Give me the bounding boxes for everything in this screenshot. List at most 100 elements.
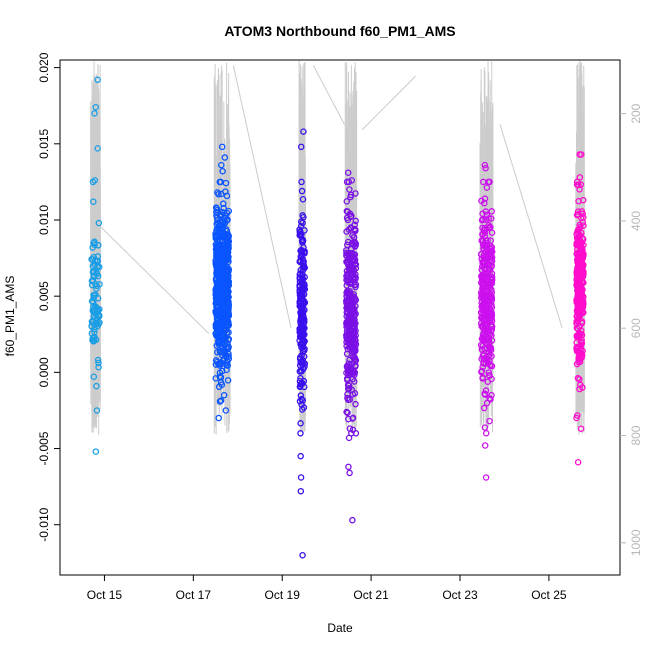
data-point — [352, 430, 360, 437]
data-point — [297, 143, 305, 151]
data-point — [94, 262, 102, 270]
altitude-connector — [98, 224, 210, 334]
altitude-connector — [499, 124, 563, 329]
data-point — [215, 360, 222, 368]
data-point — [345, 463, 352, 471]
data-point — [220, 309, 227, 316]
data-point — [485, 282, 492, 290]
data-point — [300, 404, 308, 411]
altitude-connector — [361, 75, 416, 131]
data-point — [220, 391, 228, 399]
data-point — [297, 303, 304, 311]
data-point — [215, 319, 223, 326]
data-point — [351, 225, 358, 233]
data-point — [216, 362, 224, 369]
data-point — [573, 414, 580, 422]
data-point — [343, 252, 350, 260]
data-point — [298, 380, 305, 388]
data-point — [482, 244, 490, 252]
data-point — [348, 177, 356, 184]
data-point — [225, 207, 232, 215]
data-point — [482, 387, 490, 394]
data-point — [478, 251, 485, 258]
chart-title: ATOM3 Northbound f60_PM1_AMS — [224, 23, 455, 39]
data-point — [349, 415, 356, 422]
data-point — [222, 407, 230, 414]
data-point — [574, 228, 581, 236]
data-point — [488, 229, 496, 237]
data-point — [301, 248, 309, 255]
data-point — [480, 352, 488, 359]
data-point — [92, 281, 99, 288]
data-point — [578, 151, 585, 158]
data-point — [479, 224, 486, 232]
data-point — [301, 345, 308, 353]
data-point — [480, 404, 488, 412]
data-point — [574, 374, 582, 382]
data-point — [89, 298, 97, 306]
data-point — [296, 274, 303, 282]
data-point — [479, 285, 486, 292]
data-point — [577, 342, 585, 350]
data-point — [344, 363, 352, 371]
data-point — [223, 266, 230, 274]
data-point — [96, 263, 103, 271]
data-point — [351, 316, 358, 324]
data-point — [348, 264, 356, 271]
data-point — [213, 272, 220, 279]
data-point — [344, 391, 351, 398]
data-point — [479, 323, 487, 330]
data-point — [92, 448, 100, 455]
data-point — [573, 178, 581, 186]
data-point — [94, 76, 101, 84]
data-point — [352, 261, 360, 268]
data-point — [222, 317, 229, 325]
data-point — [88, 297, 96, 305]
data-point — [212, 233, 220, 241]
data-point — [480, 273, 487, 281]
data-point — [301, 298, 308, 306]
data-point — [221, 154, 229, 161]
data-point — [481, 345, 488, 352]
y-tick-label: -0.010 — [37, 507, 51, 541]
x-tick-label: Oct 15 — [87, 588, 123, 602]
data-point — [297, 330, 305, 337]
data-point — [213, 208, 220, 216]
data-point — [90, 373, 98, 381]
data-point — [577, 263, 585, 271]
data-point — [220, 302, 228, 309]
data-point — [487, 396, 494, 403]
data-point — [214, 242, 221, 249]
data-point — [214, 189, 221, 196]
data-point — [220, 200, 227, 207]
data-point — [297, 474, 305, 481]
data-point — [349, 516, 356, 524]
data-point — [348, 245, 355, 253]
data-point — [345, 360, 353, 367]
x-tick-label: Oct 21 — [353, 588, 389, 602]
data-point — [297, 452, 304, 460]
series-4 — [343, 169, 360, 524]
altitude-connector — [232, 65, 292, 329]
data-point — [352, 190, 359, 197]
data-point — [298, 237, 306, 245]
data-point — [481, 232, 488, 240]
data-point — [478, 291, 485, 299]
y2-tick-label: 600 — [629, 318, 643, 338]
data-point — [225, 336, 232, 344]
data-point — [217, 178, 225, 186]
data-point — [343, 328, 351, 335]
data-point — [343, 228, 350, 235]
data-point — [90, 308, 98, 316]
y-tick-label: -0.005 — [37, 431, 51, 465]
data-point — [351, 343, 359, 351]
data-point — [218, 230, 226, 238]
data-point — [93, 320, 101, 328]
data-point — [351, 390, 359, 397]
data-point — [297, 487, 305, 495]
data-point — [351, 325, 358, 332]
data-point — [213, 252, 220, 260]
y-tick-label: 0.005 — [37, 281, 51, 311]
data-point — [486, 308, 494, 316]
data-point — [486, 417, 493, 425]
